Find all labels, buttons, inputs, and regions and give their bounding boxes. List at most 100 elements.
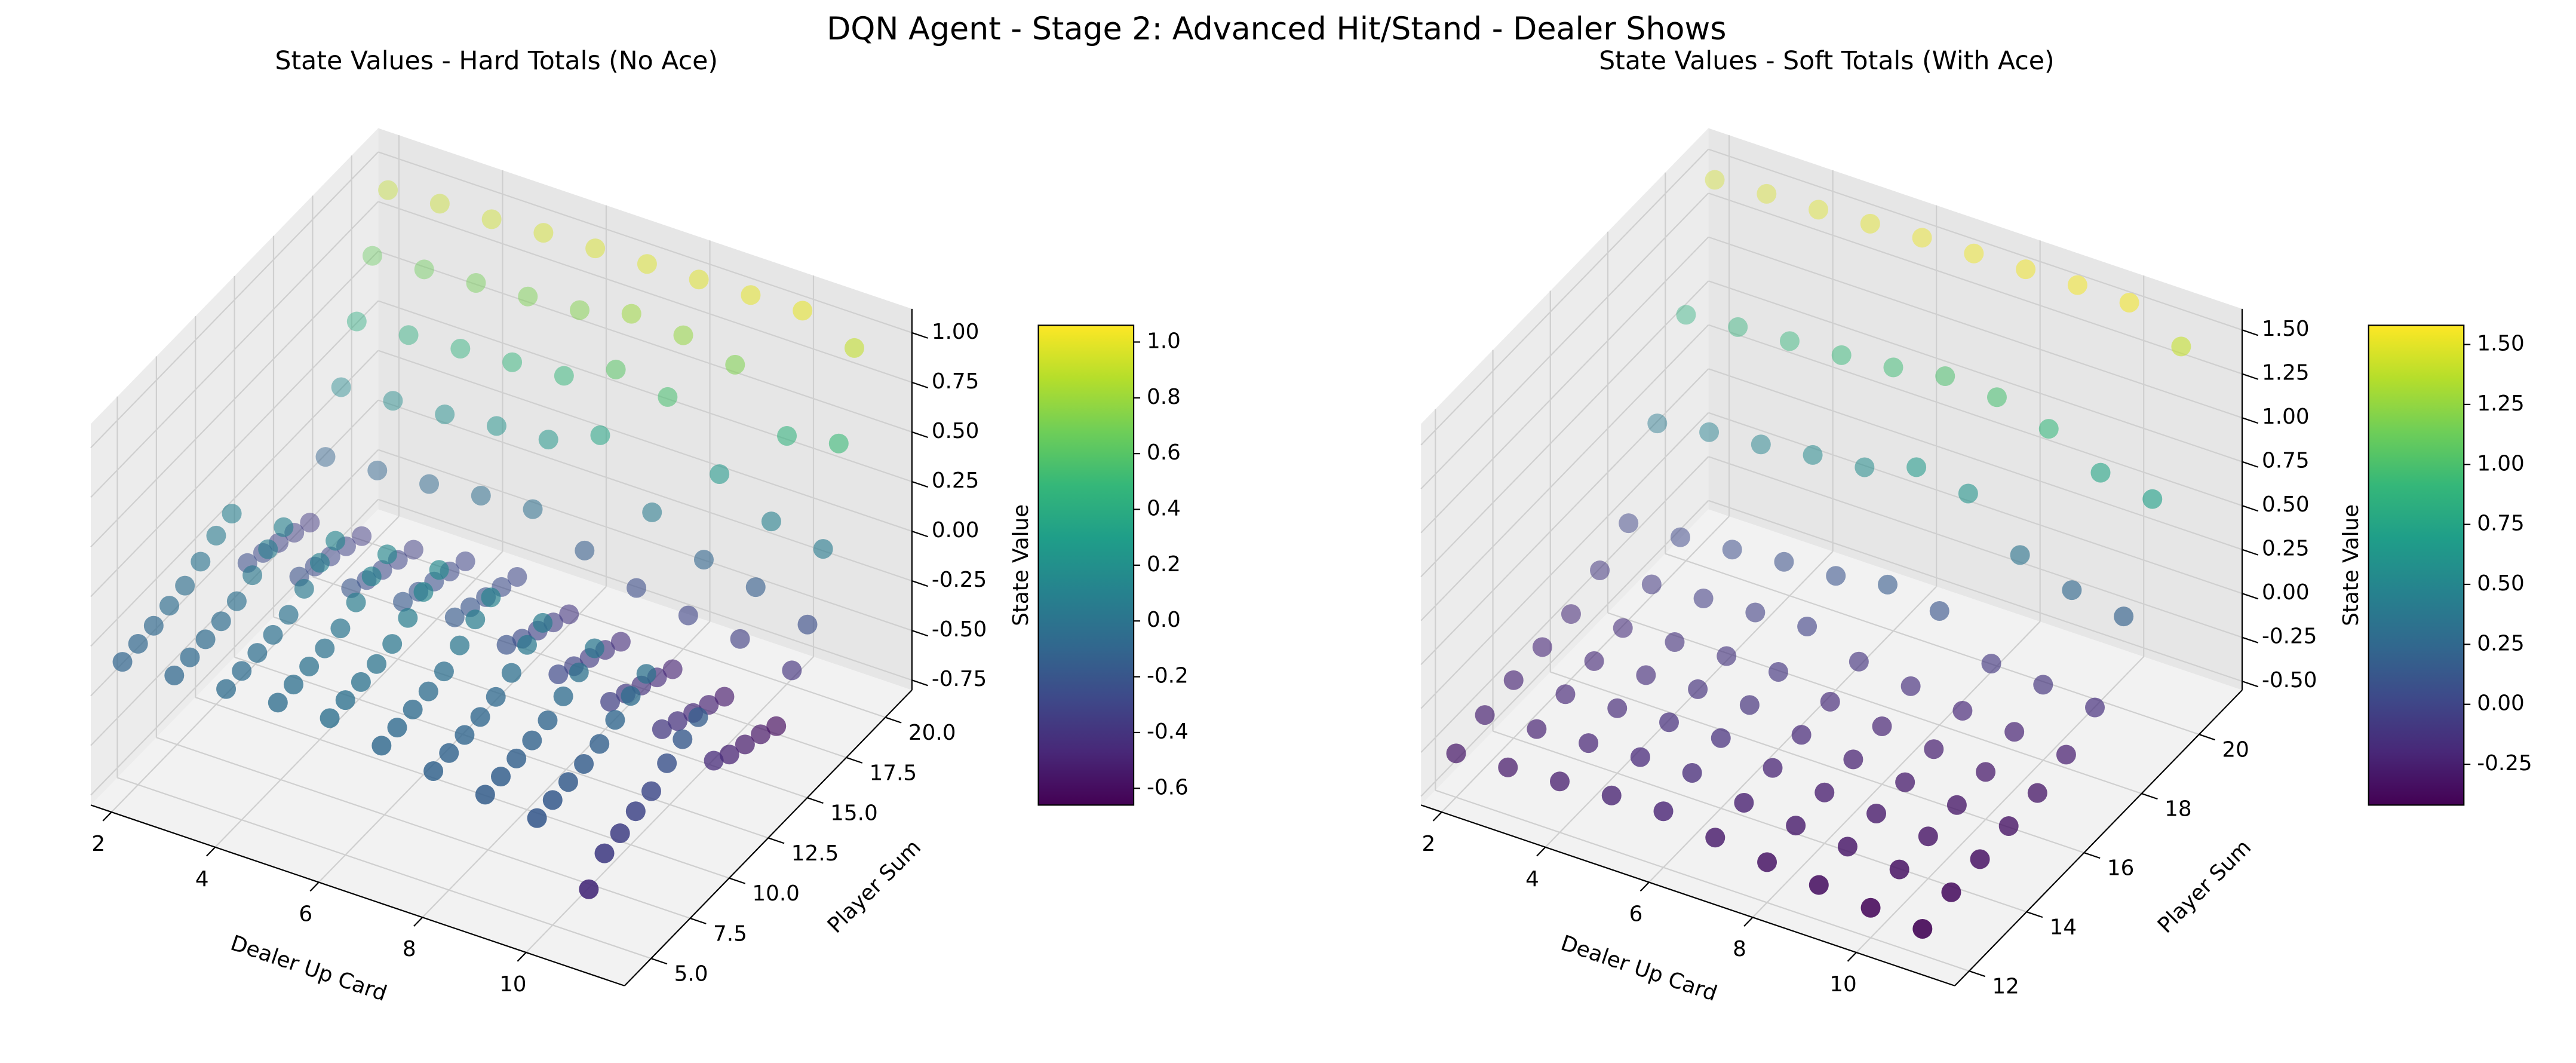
data-point xyxy=(1659,712,1679,733)
data-point xyxy=(1981,654,2001,674)
data-point xyxy=(226,591,247,611)
y-tick-label: 20 xyxy=(2222,738,2249,762)
data-point xyxy=(797,614,818,635)
data-point xyxy=(1619,513,1639,534)
grid-line xyxy=(156,737,690,919)
data-point xyxy=(1952,701,1973,721)
tick-mark xyxy=(846,756,863,764)
data-point xyxy=(662,659,683,679)
data-point xyxy=(465,609,486,630)
grid-line xyxy=(1420,192,1709,489)
data-point xyxy=(828,433,849,454)
data-point xyxy=(387,718,407,738)
tick-mark xyxy=(911,679,928,687)
data-point xyxy=(658,387,678,407)
data-point xyxy=(673,729,693,749)
data-point xyxy=(719,745,739,765)
colorbar-tick-label: 1.0 xyxy=(1147,329,1181,353)
data-point xyxy=(1722,540,1742,560)
tick-mark xyxy=(807,797,824,804)
data-point xyxy=(501,663,521,683)
data-point xyxy=(331,377,351,397)
grid-line xyxy=(1607,612,2142,795)
data-point xyxy=(346,592,366,612)
data-point xyxy=(1900,676,1921,696)
data-point xyxy=(450,339,471,359)
data-point xyxy=(1976,762,1996,782)
data-point xyxy=(1872,716,1892,737)
data-point xyxy=(1601,785,1622,805)
grid-line xyxy=(90,151,379,449)
grid-line xyxy=(1545,551,1834,848)
y-axis-line xyxy=(624,690,913,987)
z-tick-label: 1.50 xyxy=(2262,317,2310,341)
data-point xyxy=(1970,849,1990,869)
data-point xyxy=(1791,725,1812,745)
data-point xyxy=(553,686,573,706)
data-point xyxy=(637,254,657,274)
data-point xyxy=(128,633,148,654)
z-tick-label: 0.00 xyxy=(932,518,980,543)
data-point xyxy=(1843,749,1863,770)
grid-line xyxy=(1708,324,2243,507)
x-axis-line xyxy=(90,804,625,987)
colorbar xyxy=(2368,324,2465,806)
data-point xyxy=(579,879,599,899)
tick-mark xyxy=(690,917,707,924)
data-point xyxy=(283,675,303,695)
data-point xyxy=(667,711,687,731)
data-point xyxy=(403,540,423,560)
x-tick-label: 10 xyxy=(1829,972,1856,997)
colorbar-tick-label: -0.6 xyxy=(1147,775,1189,799)
data-point xyxy=(751,724,771,745)
tick-mark xyxy=(206,847,216,857)
tick-mark xyxy=(1536,847,1546,857)
data-point xyxy=(1665,632,1685,652)
data-point xyxy=(423,761,444,781)
data-point xyxy=(605,710,625,730)
grid-line xyxy=(1420,456,1709,753)
data-point xyxy=(518,286,538,307)
data-point xyxy=(589,734,610,754)
data-point xyxy=(1757,183,1777,204)
y-tick-label: 20.0 xyxy=(908,721,956,745)
data-point xyxy=(1653,801,1674,822)
data-point xyxy=(1998,816,2019,836)
x-tick-label: 6 xyxy=(299,902,312,927)
x-axis-label: Dealer Up Card xyxy=(228,931,390,1006)
data-point xyxy=(1803,445,1823,465)
data-point xyxy=(1906,457,1927,477)
tick-mark xyxy=(1743,917,1754,927)
data-point xyxy=(625,801,646,822)
data-point xyxy=(1630,747,1650,767)
data-point xyxy=(2056,745,2076,765)
colorbar-label: State Value xyxy=(2339,504,2363,626)
data-point xyxy=(455,551,475,571)
x-tick-label: 10 xyxy=(499,972,526,997)
data-point xyxy=(414,259,434,280)
data-point xyxy=(2016,259,2036,280)
data-point xyxy=(1705,170,1725,190)
tick-mark xyxy=(2242,549,2259,556)
data-point xyxy=(367,460,388,480)
grid-line xyxy=(1708,192,2243,375)
grid-line xyxy=(1550,671,2084,854)
colorbar-tick-label: 0.6 xyxy=(1147,440,1181,465)
data-point xyxy=(1550,771,1570,792)
x-tick-label: 6 xyxy=(1629,902,1643,927)
colorbar-tick-label: 0.2 xyxy=(1147,552,1181,577)
data-point xyxy=(657,753,677,773)
grid-line xyxy=(90,350,379,647)
data-point xyxy=(1693,589,1714,609)
colorbar-tick-label: 1.50 xyxy=(2477,332,2525,356)
data-point xyxy=(2090,462,2111,483)
data-point xyxy=(496,635,517,655)
data-point xyxy=(777,425,797,446)
x-tick-label: 4 xyxy=(1525,867,1539,892)
data-point xyxy=(1889,859,1909,880)
data-point xyxy=(299,656,320,676)
colorbar-tick-label: 0.25 xyxy=(2477,631,2525,655)
data-point xyxy=(574,753,594,774)
data-point xyxy=(1929,601,1949,621)
grid-line xyxy=(1420,148,1709,446)
